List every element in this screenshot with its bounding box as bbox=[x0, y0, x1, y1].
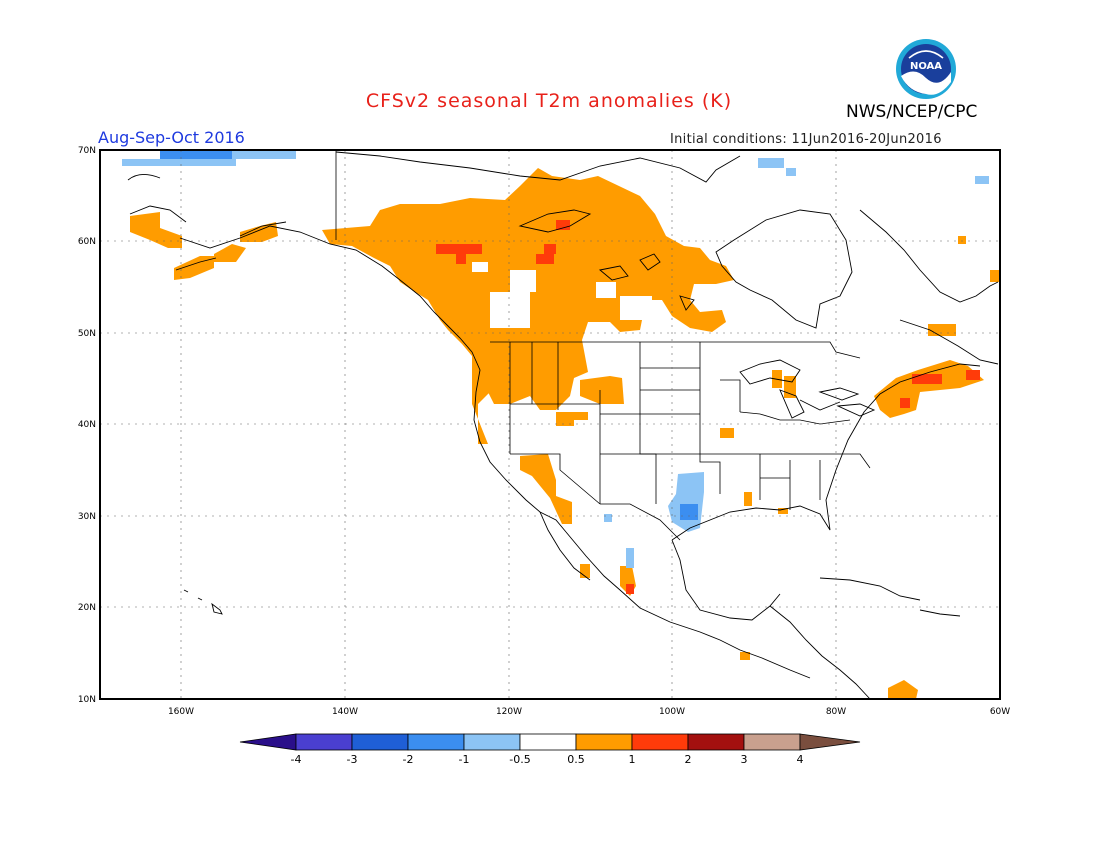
colorbar-tick: -3 bbox=[347, 753, 358, 766]
anomaly-shading bbox=[122, 150, 1000, 699]
colorbar-arrow-right bbox=[799, 733, 861, 751]
colorbar-arrow-left bbox=[239, 733, 297, 751]
colorbar-swatch bbox=[295, 733, 353, 751]
lat-label: 70N bbox=[78, 146, 96, 156]
lat-label: 50N bbox=[78, 329, 96, 339]
colorbar-ticks: -4 -3 -2 -1 -0.5 0.5 1 2 3 4 bbox=[291, 753, 804, 766]
colorbar-tick: 3 bbox=[741, 753, 748, 766]
lat-label: 10N bbox=[78, 695, 96, 705]
colorbar-swatch bbox=[687, 733, 745, 751]
lat-label: 40N bbox=[78, 420, 96, 430]
forecast-period: Aug-Sep-Oct 2016 bbox=[98, 128, 245, 147]
colorbar-tick: 4 bbox=[797, 753, 804, 766]
graticule bbox=[100, 150, 1000, 699]
lat-label: 30N bbox=[78, 512, 96, 522]
noaa-logo: NOAA bbox=[896, 39, 956, 99]
lon-label: 100W bbox=[659, 707, 685, 717]
lon-label: 60W bbox=[990, 707, 1010, 717]
noaa-logo-text: NOAA bbox=[910, 61, 942, 72]
colorbar-swatch bbox=[631, 733, 689, 751]
colorbar-swatch bbox=[407, 733, 465, 751]
colorbar-tick: 1 bbox=[629, 753, 636, 766]
lat-label: 60N bbox=[78, 237, 96, 247]
colorbar-tick: 0.5 bbox=[567, 753, 585, 766]
political-borders bbox=[335, 150, 871, 541]
lon-label: 120W bbox=[496, 707, 522, 717]
colorbar-swatch bbox=[463, 733, 521, 751]
colorbar-tick: -4 bbox=[291, 753, 302, 766]
lat-label: 20N bbox=[78, 603, 96, 613]
colorbar-swatch bbox=[743, 733, 801, 751]
colorbar-swatch bbox=[351, 733, 409, 751]
map-frame bbox=[99, 149, 1001, 700]
colorbar-tick: -2 bbox=[403, 753, 414, 766]
colorbar bbox=[239, 733, 861, 751]
colorbar-swatch bbox=[519, 733, 577, 751]
lon-label: 160W bbox=[168, 707, 194, 717]
map-title: CFSv2 seasonal T2m anomalies (K) bbox=[365, 90, 733, 112]
initial-conditions: Initial conditions: 11Jun2016-20Jun2016 bbox=[670, 132, 942, 147]
colorbar-tick: -1 bbox=[459, 753, 470, 766]
colorbar-tick: 2 bbox=[685, 753, 692, 766]
lon-label: 80W bbox=[826, 707, 846, 717]
colorbar-swatch bbox=[575, 733, 633, 751]
latitude-labels: 70N 60N 50N 40N 30N 20N 10N bbox=[78, 146, 96, 705]
lon-label: 140W bbox=[332, 707, 358, 717]
longitude-labels: 160W 140W 120W 100W 80W 60W bbox=[168, 707, 1010, 717]
colorbar-tick: -0.5 bbox=[509, 753, 530, 766]
agency-label: NWS/NCEP/CPC bbox=[846, 102, 978, 122]
coastlines bbox=[127, 151, 999, 700]
